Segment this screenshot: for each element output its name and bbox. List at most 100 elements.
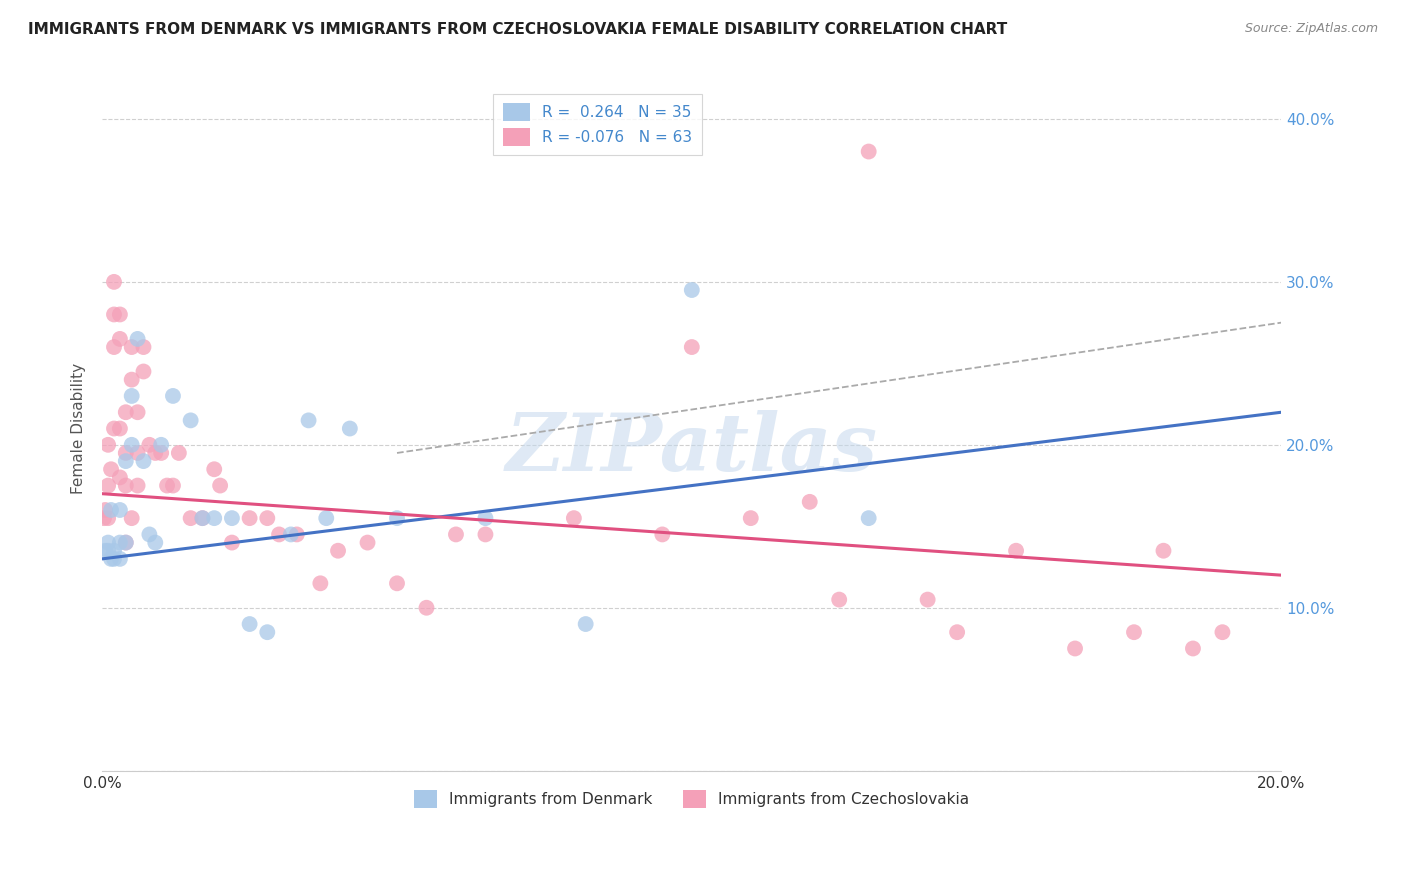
Point bbox=[858, 511, 880, 525]
Point bbox=[267, 527, 290, 541]
Point bbox=[256, 511, 278, 525]
Point bbox=[103, 308, 125, 322]
Point bbox=[474, 527, 496, 541]
Point bbox=[143, 535, 166, 549]
Point bbox=[127, 405, 149, 419]
Point bbox=[167, 446, 190, 460]
Point bbox=[162, 478, 184, 492]
Point bbox=[239, 511, 262, 525]
Point bbox=[575, 617, 598, 632]
Point bbox=[740, 511, 762, 525]
Point bbox=[138, 438, 160, 452]
Point bbox=[1123, 625, 1146, 640]
Point bbox=[474, 511, 496, 525]
Point bbox=[114, 446, 136, 460]
Point bbox=[858, 145, 880, 159]
Point bbox=[143, 446, 166, 460]
Point bbox=[562, 511, 585, 525]
Point bbox=[108, 421, 131, 435]
Point bbox=[121, 373, 143, 387]
Point bbox=[339, 421, 361, 435]
Point bbox=[127, 478, 149, 492]
Point bbox=[150, 438, 173, 452]
Point bbox=[114, 405, 136, 419]
Point bbox=[103, 543, 125, 558]
Point bbox=[97, 438, 120, 452]
Point bbox=[917, 592, 939, 607]
Point bbox=[132, 454, 155, 468]
Point bbox=[97, 535, 120, 549]
Text: ZIPatlas: ZIPatlas bbox=[506, 410, 877, 488]
Point bbox=[100, 552, 122, 566]
Point bbox=[285, 527, 308, 541]
Point bbox=[103, 421, 125, 435]
Point bbox=[103, 340, 125, 354]
Point bbox=[114, 454, 136, 468]
Point bbox=[100, 503, 122, 517]
Point bbox=[108, 535, 131, 549]
Point bbox=[256, 625, 278, 640]
Point bbox=[121, 438, 143, 452]
Point bbox=[799, 495, 821, 509]
Point bbox=[681, 340, 703, 354]
Point bbox=[444, 527, 467, 541]
Point bbox=[150, 446, 173, 460]
Point bbox=[103, 552, 125, 566]
Point bbox=[162, 389, 184, 403]
Point bbox=[202, 511, 225, 525]
Point bbox=[132, 340, 155, 354]
Point bbox=[1181, 641, 1204, 656]
Point bbox=[209, 478, 232, 492]
Point bbox=[156, 478, 179, 492]
Point bbox=[651, 527, 673, 541]
Point bbox=[385, 511, 408, 525]
Point bbox=[239, 617, 262, 632]
Point bbox=[356, 535, 378, 549]
Point bbox=[97, 543, 120, 558]
Point bbox=[114, 478, 136, 492]
Point bbox=[180, 511, 202, 525]
Point bbox=[946, 625, 969, 640]
Point bbox=[114, 535, 136, 549]
Point bbox=[127, 332, 149, 346]
Point bbox=[385, 576, 408, 591]
Point bbox=[681, 283, 703, 297]
Point bbox=[132, 364, 155, 378]
Point bbox=[138, 527, 160, 541]
Point bbox=[191, 511, 214, 525]
Point bbox=[97, 478, 120, 492]
Point bbox=[97, 511, 120, 525]
Point bbox=[121, 511, 143, 525]
Point bbox=[108, 308, 131, 322]
Point bbox=[108, 470, 131, 484]
Point bbox=[309, 576, 332, 591]
Point bbox=[94, 543, 117, 558]
Point bbox=[191, 511, 214, 525]
Point bbox=[1211, 625, 1233, 640]
Point bbox=[100, 462, 122, 476]
Point bbox=[108, 503, 131, 517]
Point bbox=[127, 446, 149, 460]
Point bbox=[180, 413, 202, 427]
Point bbox=[121, 340, 143, 354]
Point bbox=[108, 332, 131, 346]
Point bbox=[415, 600, 437, 615]
Point bbox=[280, 527, 302, 541]
Text: Source: ZipAtlas.com: Source: ZipAtlas.com bbox=[1244, 22, 1378, 36]
Point bbox=[108, 552, 131, 566]
Point bbox=[114, 535, 136, 549]
Point bbox=[1153, 543, 1175, 558]
Point bbox=[121, 389, 143, 403]
Point bbox=[315, 511, 337, 525]
Point bbox=[94, 503, 117, 517]
Y-axis label: Female Disability: Female Disability bbox=[72, 363, 86, 494]
Point bbox=[297, 413, 319, 427]
Point bbox=[93, 511, 115, 525]
Point bbox=[221, 511, 243, 525]
Legend: Immigrants from Denmark, Immigrants from Czechoslovakia: Immigrants from Denmark, Immigrants from… bbox=[408, 783, 976, 814]
Point bbox=[1064, 641, 1087, 656]
Point bbox=[221, 535, 243, 549]
Point bbox=[103, 275, 125, 289]
Point bbox=[1005, 543, 1028, 558]
Point bbox=[828, 592, 851, 607]
